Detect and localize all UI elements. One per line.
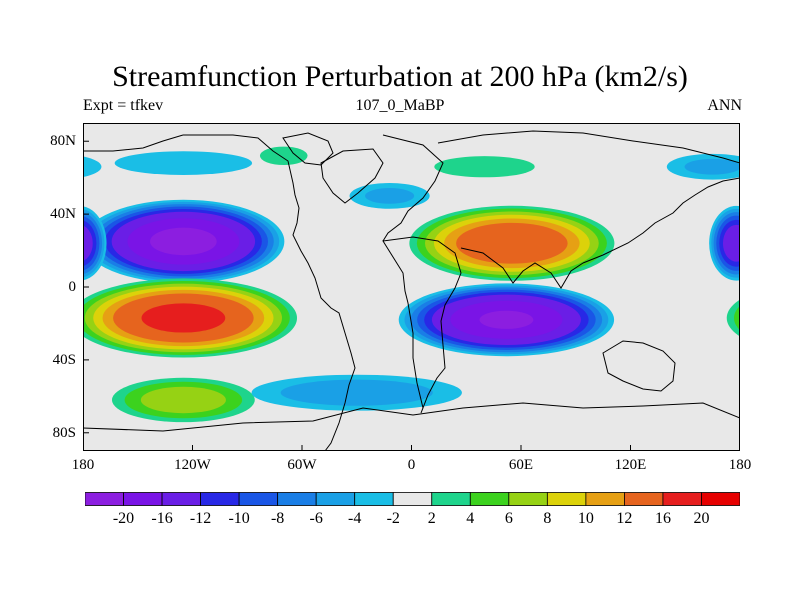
coast-greenland xyxy=(320,148,384,204)
coast-antarctica xyxy=(83,402,740,432)
anomaly-arctic-band-east xyxy=(83,153,740,180)
lon-tick-label: 60W xyxy=(287,457,317,473)
colorbar-label: 16 xyxy=(654,510,671,527)
coast-alaska xyxy=(83,134,184,152)
contour-level-neg4 xyxy=(684,158,740,175)
contour-level-2 xyxy=(259,146,308,166)
coast-arabia-india xyxy=(460,247,584,289)
coast-asia xyxy=(437,130,740,264)
colorbar-label: 6 xyxy=(504,510,513,527)
streamfunction-map xyxy=(83,123,740,451)
colorbar-label: -16 xyxy=(151,510,173,527)
contour-level-neg4 xyxy=(365,188,415,204)
coast-europe xyxy=(382,134,444,242)
colorbar-label: 20 xyxy=(693,510,710,527)
colorbar-box xyxy=(354,492,394,506)
contour-level-neg20 xyxy=(479,310,534,329)
contour-level-neg2 xyxy=(114,151,253,175)
colorbar-box xyxy=(315,492,356,506)
anomaly-arctic-band-west xyxy=(114,151,253,175)
contour-level-neg12 xyxy=(722,224,740,262)
contour-level-2 xyxy=(434,156,535,178)
colorbar xyxy=(85,492,740,506)
colorbar-box xyxy=(200,492,240,506)
colorbar-box xyxy=(277,492,317,506)
colorbar-label: 2 xyxy=(427,510,436,527)
colorbar-label: 4 xyxy=(466,510,475,527)
colorbar-box xyxy=(701,492,740,506)
anomaly-south-pacific-high xyxy=(83,278,740,358)
contour-level-4 xyxy=(734,305,740,331)
lat-tick-label: 40S xyxy=(52,351,76,368)
colorbar-box xyxy=(238,492,279,506)
colorbar-box xyxy=(431,492,471,506)
coast-africa xyxy=(382,236,462,414)
anomaly-north-pacific-low xyxy=(83,199,740,284)
colorbar-box xyxy=(85,492,124,506)
lon-tick-label: 120W xyxy=(174,457,211,473)
colorbar-box xyxy=(546,492,587,506)
coastline-layer xyxy=(83,130,740,451)
colorbar-label: -10 xyxy=(228,510,250,527)
coast-north-america xyxy=(183,134,356,451)
colorbar-label: -2 xyxy=(386,510,400,527)
case-label: 107_0_MaBP xyxy=(355,97,445,114)
colorbar-box xyxy=(123,492,163,506)
lon-tick-label: 180 xyxy=(728,457,752,473)
lon-tick-label: 120E xyxy=(614,457,647,473)
contour-level-neg20 xyxy=(150,227,217,256)
colorbar-box xyxy=(624,492,664,506)
season-label: ANN xyxy=(707,97,742,114)
colorbar-box xyxy=(161,492,201,506)
colorbar-box xyxy=(662,492,702,506)
contour-level-6 xyxy=(140,386,226,414)
experiment-label: Expt = tfkev xyxy=(83,97,164,114)
anomaly-asia-high xyxy=(409,205,615,281)
contour-level-16 xyxy=(141,303,226,333)
coast-arctic-islands xyxy=(282,132,334,166)
lon-tick-label: 0 xyxy=(407,457,416,473)
lat-tick-label: 40N xyxy=(50,206,76,223)
contour-level-neg4 xyxy=(280,379,433,406)
lon-tick-label: 60E xyxy=(508,457,534,473)
contour-fill-layer xyxy=(83,146,740,423)
lat-tick-label: 80N xyxy=(50,133,76,150)
colorbar-label: -12 xyxy=(189,510,212,527)
contour-level-neg12 xyxy=(83,225,93,261)
colorbar-label: 10 xyxy=(577,510,594,527)
colorbar-label: -8 xyxy=(270,510,285,527)
anomaly-siberia-green xyxy=(434,156,535,178)
lat-tick-label: 0 xyxy=(68,279,77,295)
anomaly-north-atlantic-band xyxy=(349,183,430,209)
colorbar-box xyxy=(585,492,625,506)
colorbar-label: -20 xyxy=(112,510,135,527)
colorbar-label: -6 xyxy=(309,510,323,527)
anomaly-south-pacific-band xyxy=(111,377,255,423)
colorbar-label: 12 xyxy=(616,510,633,527)
colorbar-label: -4 xyxy=(348,510,362,527)
anomaly-arctic-green xyxy=(259,146,308,166)
colorbar-box xyxy=(469,492,510,506)
anomaly-west-pacific-low xyxy=(83,205,740,281)
lat-tick-label: 80S xyxy=(52,424,76,441)
map-title: Streamfunction Perturbation at 200 hPa (… xyxy=(112,60,688,93)
anomaly-indian-ocean-low xyxy=(398,283,615,357)
colorbar-label: 8 xyxy=(543,510,552,527)
lon-tick-label: 180 xyxy=(71,457,95,473)
contour-level-neg2 xyxy=(83,156,102,178)
contour-level-12 xyxy=(456,222,568,264)
contour-level-2 xyxy=(726,299,740,337)
colorbar-box xyxy=(508,492,548,506)
coast-australia xyxy=(602,340,676,392)
colorbar-box xyxy=(392,492,433,506)
anomaly-southern-ocean-low xyxy=(251,374,462,411)
